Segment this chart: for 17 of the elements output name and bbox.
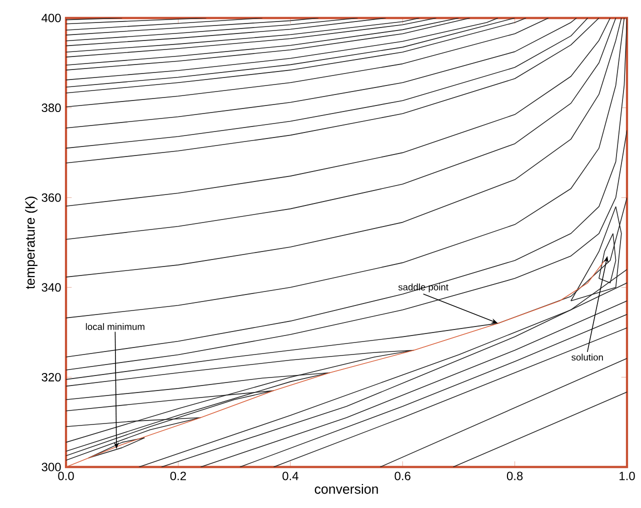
- annotation: saddle point: [398, 284, 448, 292]
- y-tick-label: 320: [42, 372, 61, 382]
- y-tick-label: 360: [42, 193, 61, 202]
- x-tick-label: 1.0: [620, 472, 635, 480]
- x-tick-label: 0.8: [506, 472, 523, 480]
- y-tick-label: 340: [42, 283, 61, 292]
- y-tick-label: 400: [42, 14, 61, 22]
- x-tick-label: 0.4: [282, 472, 298, 480]
- y-tick-label: 300: [42, 462, 61, 472]
- x-tick-label: 0.6: [394, 472, 410, 480]
- x-tick-label: 0.2: [170, 472, 186, 480]
- x-tick-label: 0.0: [58, 472, 74, 480]
- annotation: local minimum: [86, 323, 144, 330]
- x-axis-title: conversion: [314, 484, 378, 494]
- y-tick-label: 380: [42, 104, 61, 112]
- annotation: solution: [572, 354, 603, 361]
- y-axis-title: temperature (K): [25, 196, 38, 289]
